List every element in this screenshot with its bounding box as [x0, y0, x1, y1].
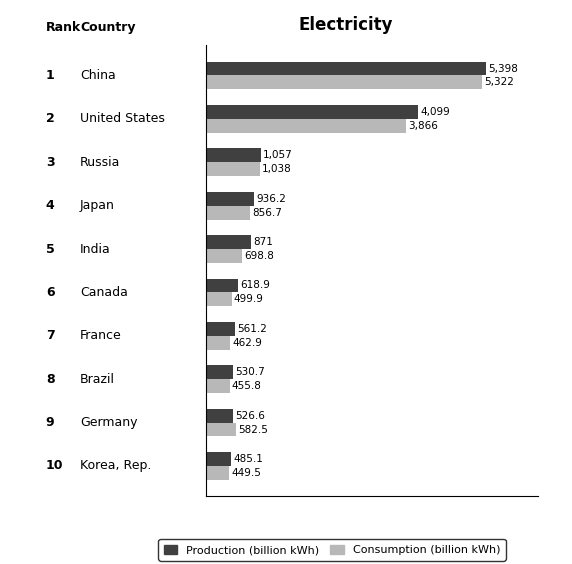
Bar: [206, 249, 242, 263]
Bar: [206, 119, 406, 133]
Bar: [206, 162, 260, 176]
Bar: [206, 379, 229, 393]
Text: Japan: Japan: [80, 199, 115, 212]
Text: 871: 871: [253, 237, 273, 247]
Bar: [206, 422, 236, 437]
Text: 530.7: 530.7: [236, 367, 265, 377]
Legend: Production (billion kWh), Consumption (billion kWh): Production (billion kWh), Consumption (b…: [158, 539, 506, 561]
Text: 936.2: 936.2: [256, 193, 287, 204]
Text: 462.9: 462.9: [232, 338, 262, 348]
Text: 1,057: 1,057: [263, 151, 292, 160]
Text: 3: 3: [46, 156, 54, 169]
Bar: [206, 148, 261, 162]
Text: 5,322: 5,322: [484, 77, 514, 87]
Bar: [206, 192, 255, 206]
Text: 5: 5: [46, 243, 54, 255]
Text: 582.5: 582.5: [238, 425, 268, 434]
Text: 4: 4: [46, 199, 54, 212]
Text: 526.6: 526.6: [235, 411, 265, 421]
Text: Korea, Rep.: Korea, Rep.: [80, 460, 152, 473]
Bar: [206, 279, 238, 292]
Text: 8: 8: [46, 373, 54, 386]
Text: 499.9: 499.9: [234, 294, 264, 305]
Text: China: China: [80, 69, 116, 82]
Text: 485.1: 485.1: [233, 454, 263, 464]
Text: Country: Country: [80, 21, 136, 34]
Text: United States: United States: [80, 112, 165, 125]
Bar: [206, 105, 418, 119]
Text: 2: 2: [46, 112, 54, 125]
Text: 9: 9: [46, 416, 54, 429]
Bar: [206, 292, 232, 306]
Text: 455.8: 455.8: [232, 381, 261, 391]
Text: 5,398: 5,398: [488, 64, 518, 73]
Text: 449.5: 449.5: [231, 468, 261, 478]
Bar: [206, 235, 251, 249]
Text: 3,866: 3,866: [408, 121, 438, 131]
Text: Germany: Germany: [80, 416, 138, 429]
Bar: [206, 61, 486, 76]
Text: 1,038: 1,038: [262, 164, 292, 174]
Text: 10: 10: [46, 460, 63, 473]
Text: Brazil: Brazil: [80, 373, 115, 386]
Text: 4,099: 4,099: [420, 107, 450, 117]
Text: Rank: Rank: [46, 21, 81, 34]
Text: 618.9: 618.9: [240, 280, 270, 290]
Bar: [206, 322, 235, 336]
Text: Electricity: Electricity: [298, 16, 392, 34]
Bar: [206, 336, 230, 350]
Bar: [206, 365, 233, 379]
Bar: [206, 466, 229, 480]
Text: 698.8: 698.8: [244, 251, 274, 261]
Text: 856.7: 856.7: [252, 208, 282, 218]
Text: India: India: [80, 243, 111, 255]
Bar: [206, 206, 251, 219]
Text: France: France: [80, 329, 122, 342]
Bar: [206, 409, 233, 422]
Text: 561.2: 561.2: [237, 324, 267, 334]
Text: 7: 7: [46, 329, 54, 342]
Text: 6: 6: [46, 286, 54, 299]
Text: Russia: Russia: [80, 156, 121, 169]
Text: Canada: Canada: [80, 286, 128, 299]
Bar: [206, 452, 231, 466]
Text: 1: 1: [46, 69, 54, 82]
Bar: [206, 76, 482, 89]
